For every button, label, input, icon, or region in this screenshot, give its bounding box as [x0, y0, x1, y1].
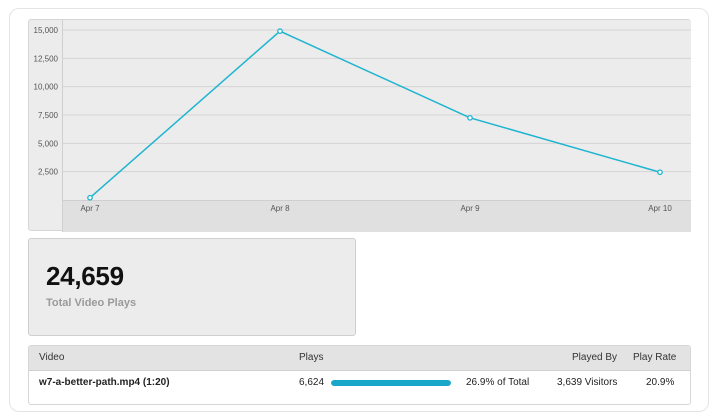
x-axis-strip: [62, 200, 691, 232]
plays-share-text: 26.9% of Total: [466, 377, 530, 388]
series-line: [89, 30, 661, 199]
y-tick-label: 2,500: [38, 168, 59, 177]
data-point: [277, 28, 283, 34]
x-tick-label: Apr 9: [460, 204, 480, 213]
plays-line-chart: 2,500 5,000 7,500 10,000 12,500 15,000 Apr 7 Ap…: [28, 19, 691, 232]
header-play-rate[interactable]: Play Rate: [633, 352, 677, 363]
play-rate-value: 20.9%: [646, 377, 675, 388]
total-plays-value: 24,659: [46, 261, 124, 291]
data-point: [467, 114, 473, 121]
x-tick-label: Apr 7: [80, 204, 100, 213]
header-played-by[interactable]: Played By: [572, 352, 618, 363]
y-tick-label: 15,000: [34, 26, 59, 35]
y-tick-label: 7,500: [38, 111, 59, 120]
analytics-frame: 2,500 5,000 7,500 10,000 12,500 15,000 Apr 7 Ap…: [9, 8, 709, 412]
plays-count: 6,624: [299, 377, 325, 388]
plays-share-fill: [331, 380, 451, 386]
video-name[interactable]: w7-a-better-path.mp4 (1:20): [39, 377, 170, 388]
y-tick-label: 12,500: [34, 54, 59, 63]
y-tick-label: 5,000: [38, 139, 59, 148]
chart-canvas: 2,500 5,000 7,500 10,000 12,500 15,000 Apr 7 Ap…: [34, 20, 691, 232]
table-header: Video Plays Played By Play Rate: [29, 346, 690, 371]
plot-area: [62, 20, 691, 200]
header-video[interactable]: Video: [39, 352, 65, 363]
total-plays-label: Total Video Plays: [46, 297, 137, 309]
y-tick-label: 10,000: [34, 83, 59, 92]
played-by-value: 3,639 Visitors: [557, 377, 618, 388]
video-table: Video Plays Played By Play Rate w7-a-bet…: [28, 345, 691, 405]
x-tick-label: Apr 10: [648, 204, 672, 213]
x-tick-label: Apr 8: [270, 204, 290, 213]
header-plays[interactable]: Plays: [299, 352, 324, 363]
plays-share-bar: [331, 380, 451, 386]
data-point: [657, 169, 663, 176]
total-plays-card: 24,659 Total Video Plays: [28, 238, 356, 336]
table-row[interactable]: w7-a-better-path.mp4 (1:20) 6,624 26.9% …: [29, 371, 690, 395]
data-point: [87, 194, 93, 201]
